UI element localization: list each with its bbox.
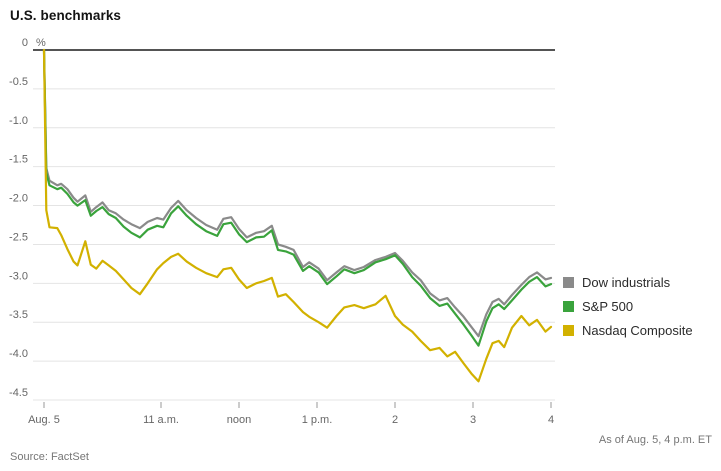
x-axis-tick-label: 11 a.m. — [143, 414, 179, 426]
source-note: Source: FactSet — [10, 451, 89, 463]
chart-title: U.S. benchmarks — [10, 8, 122, 23]
asof-note: As of Aug. 5, 4 p.m. ET — [598, 434, 712, 446]
y-axis-tick-label: -1.5 — [9, 154, 28, 166]
y-axis-tick-label: -4.5 — [9, 387, 28, 399]
legend-swatch-nasdaq — [563, 324, 574, 336]
legend-item-dow: Dow industrials — [563, 270, 693, 294]
y-axis-tick-label: -3.0 — [9, 270, 28, 282]
x-axis-tick-label: Aug. 5 — [28, 414, 60, 426]
y-axis-tick-label: -4.0 — [9, 348, 28, 360]
legend: Dow industrials S&P 500 Nasdaq Composite — [563, 270, 693, 342]
y-axis-tick-label: -2.0 — [9, 193, 28, 205]
legend-label-nasdaq: Nasdaq Composite — [582, 322, 693, 338]
y-axis-tick-label: -2.5 — [9, 231, 28, 243]
legend-label-sp500: S&P 500 — [582, 298, 634, 314]
legend-swatch-dow — [563, 276, 574, 288]
legend-item-nasdaq: Nasdaq Composite — [563, 318, 693, 342]
series-line-dow-industrials — [42, 48, 553, 338]
x-axis-tick-label: noon — [227, 414, 251, 426]
x-axis-tick-label: 1 p.m. — [302, 414, 333, 426]
series-line-s-p-500 — [42, 48, 553, 347]
y-axis-tick-label: -1.0 — [9, 115, 28, 127]
legend-item-sp500: S&P 500 — [563, 294, 693, 318]
legend-swatch-sp500 — [563, 300, 574, 312]
y-axis-tick-label: -3.5 — [9, 309, 28, 321]
y-axis-unit-label: % — [36, 37, 46, 49]
series-line-nasdaq-composite — [42, 48, 553, 383]
x-axis-tick-label: 4 — [548, 414, 554, 426]
y-axis-tick-label: 0 — [22, 37, 28, 49]
y-axis-tick-label: -0.5 — [9, 76, 28, 88]
legend-label-dow: Dow industrials — [582, 274, 671, 290]
x-axis-tick-label: 2 — [392, 414, 398, 426]
x-axis-tick-label: 3 — [470, 414, 476, 426]
